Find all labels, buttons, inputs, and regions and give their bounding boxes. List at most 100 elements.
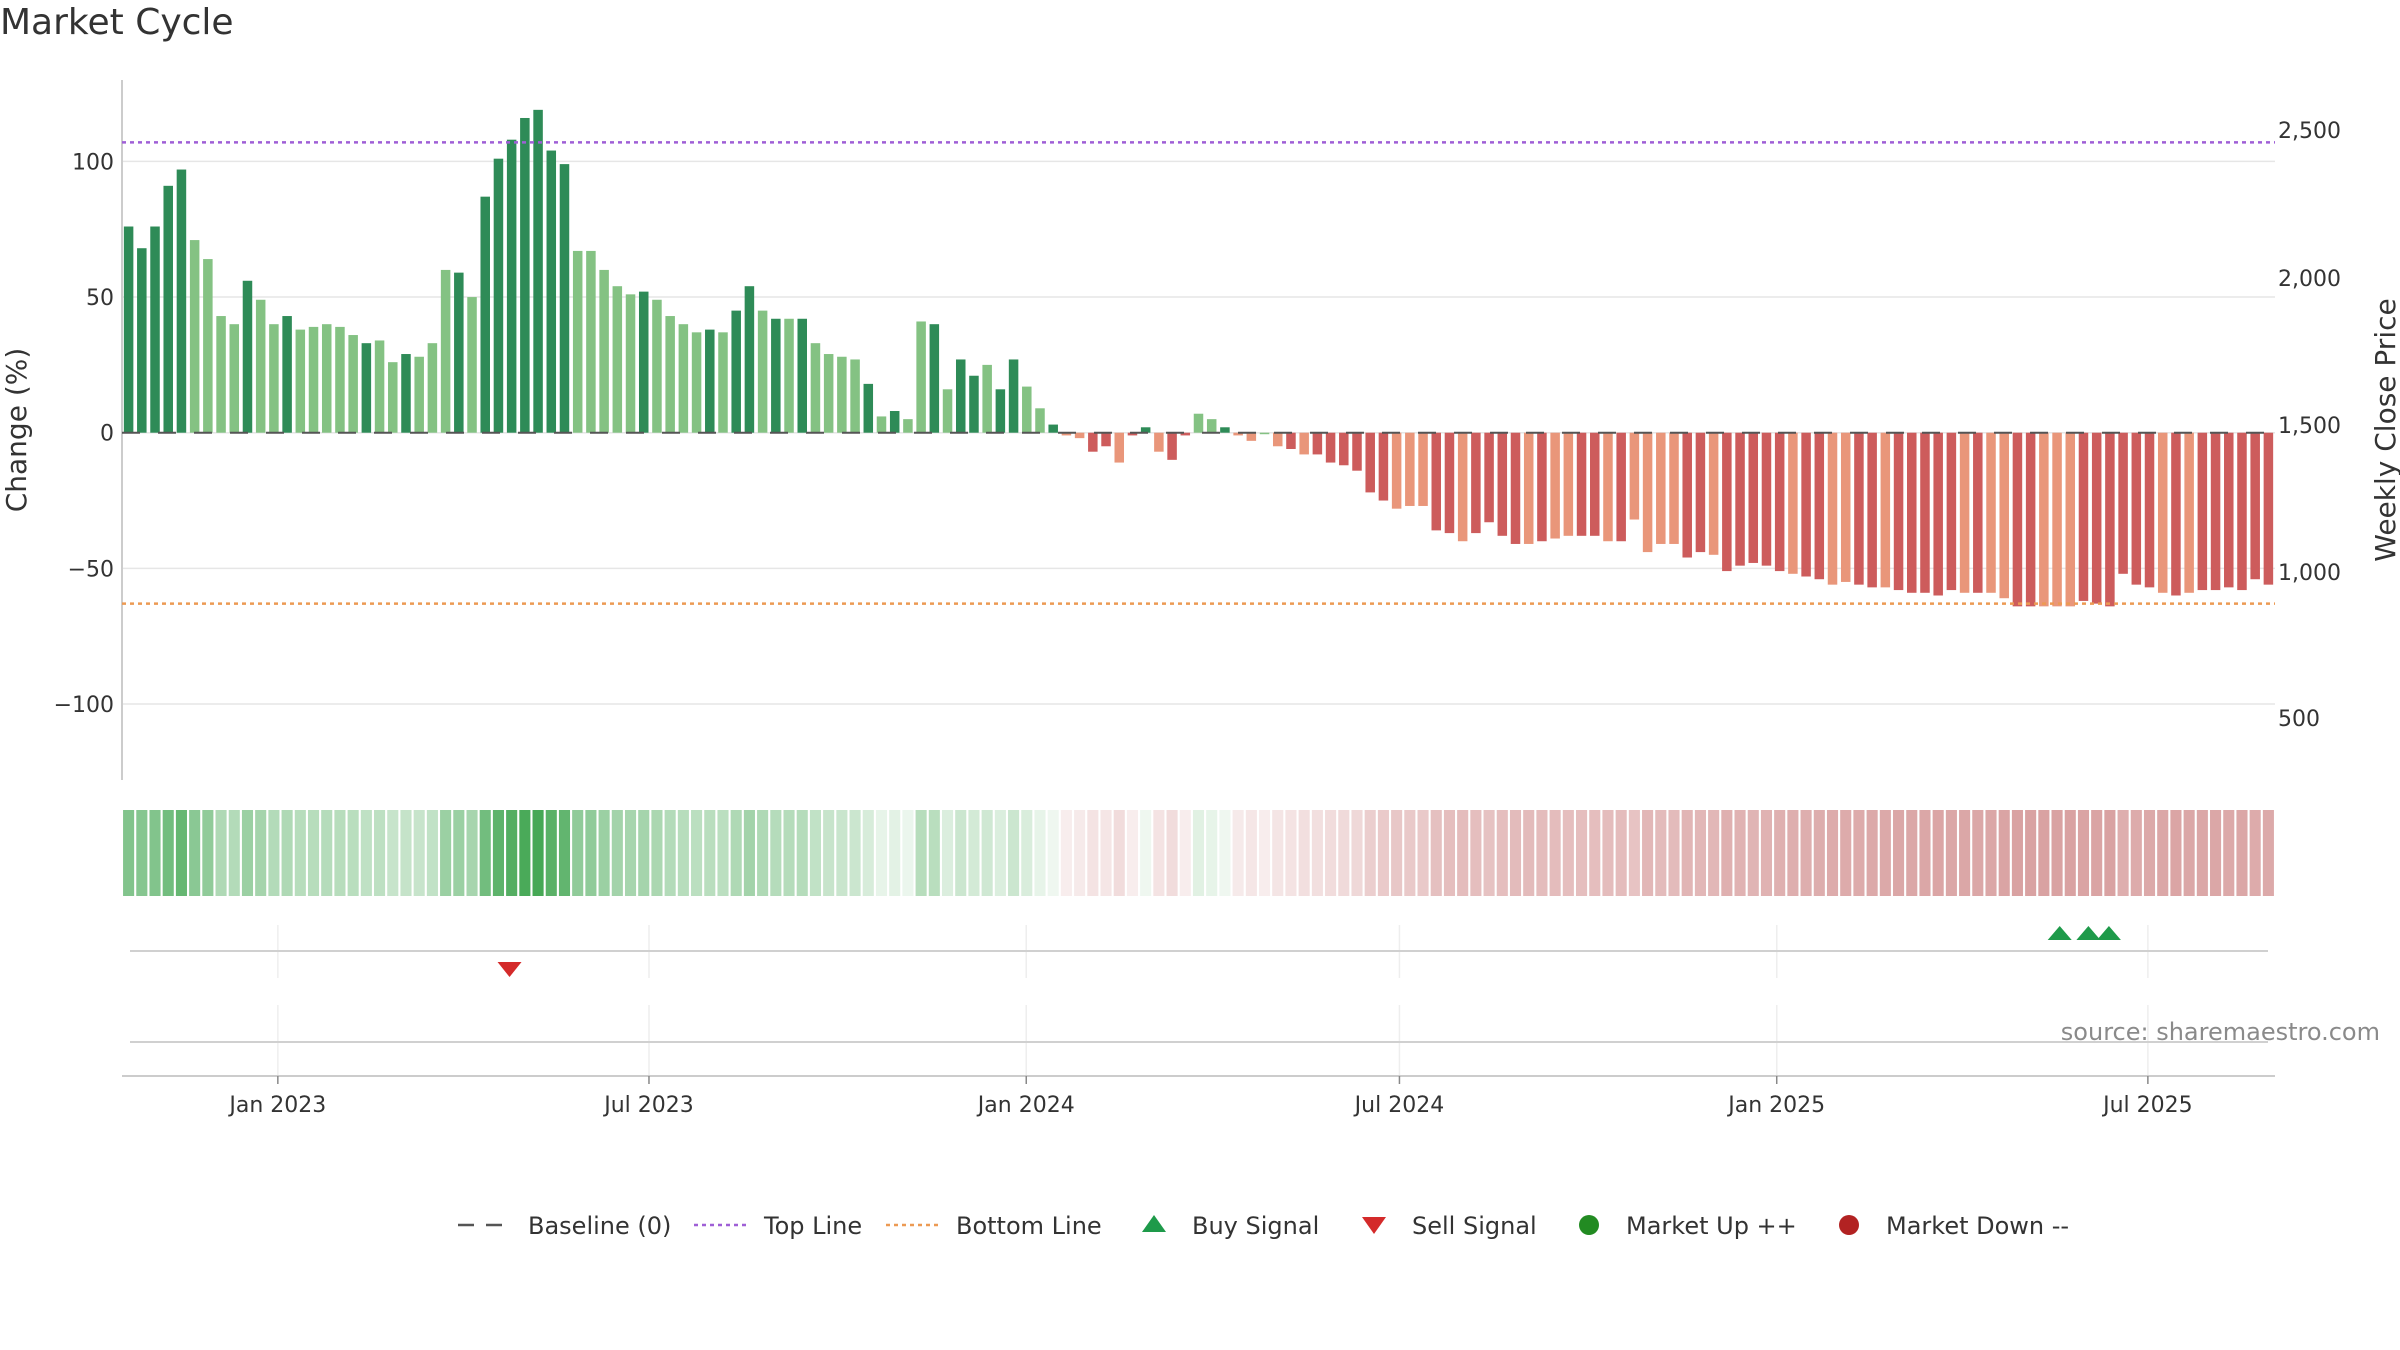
- regime-cell: [770, 810, 782, 896]
- bar: [2078, 432, 2089, 601]
- bar: [1418, 432, 1428, 506]
- bar: [1101, 432, 1111, 447]
- bar: [665, 316, 675, 433]
- regime-cell: [1258, 810, 1271, 896]
- y-right-axis-title: Weekly Close Price: [2369, 298, 2400, 561]
- regime-cell: [1972, 810, 1984, 896]
- bar: [308, 326, 319, 433]
- bar: [1656, 432, 1666, 544]
- y-left-tick-label: 50: [86, 286, 114, 311]
- regime-cell: [955, 810, 967, 896]
- legend-circle-icon: [1579, 1215, 1599, 1235]
- y-right-tick-label: 500: [2278, 707, 2320, 732]
- bar: [1708, 432, 1719, 555]
- regime-cell: [1628, 810, 1640, 896]
- regime-cell: [2236, 810, 2248, 896]
- bar: [2157, 432, 2168, 593]
- regime-cell: [519, 810, 531, 896]
- regime-cell: [1826, 810, 1839, 896]
- legend-buy-icon: [1142, 1215, 1166, 1232]
- regime-cell: [492, 810, 504, 896]
- bar: [1220, 427, 1230, 433]
- regime-cell: [1285, 810, 1297, 896]
- regime-cell: [2183, 810, 2195, 896]
- bar: [1523, 432, 1534, 544]
- bar: [1827, 432, 1838, 585]
- bar: [1510, 432, 1521, 544]
- regime-cell: [677, 810, 689, 896]
- bar: [612, 286, 623, 433]
- regime-cell: [915, 810, 927, 896]
- bar: [1061, 432, 1072, 436]
- bar: [1642, 432, 1653, 553]
- bar: [1722, 432, 1732, 572]
- bar: [163, 185, 173, 433]
- regime-cell: [1602, 810, 1614, 896]
- regime-cell: [1694, 810, 1706, 896]
- bar: [757, 310, 768, 433]
- regime-cell: [532, 810, 544, 896]
- regime-cell: [1747, 810, 1759, 896]
- regime-cell: [2210, 810, 2222, 896]
- bar: [876, 416, 887, 433]
- legend-label: Baseline (0): [528, 1212, 671, 1240]
- regime-cell: [1232, 810, 1244, 896]
- regime-cell: [268, 810, 280, 896]
- bar: [123, 226, 134, 433]
- regime-cell: [1166, 810, 1178, 896]
- bar: [1206, 419, 1217, 433]
- bar: [414, 356, 424, 433]
- regime-cell: [2223, 810, 2235, 896]
- regime-cell: [2130, 810, 2142, 896]
- bar: [1352, 432, 1362, 471]
- bar: [1312, 432, 1323, 455]
- regime-cell: [479, 810, 491, 896]
- bar: [440, 269, 451, 433]
- regime-cell: [875, 810, 888, 896]
- regime-cell: [2077, 810, 2090, 896]
- bar: [1008, 359, 1019, 433]
- bar: [2144, 432, 2155, 588]
- x-tick-label: Jul 2024: [1353, 1093, 1445, 1118]
- bar: [242, 280, 253, 433]
- bar: [625, 294, 636, 433]
- bar: [1193, 413, 1204, 433]
- regime-cell: [360, 810, 372, 896]
- bar: [1999, 432, 2009, 599]
- bar: [335, 326, 345, 433]
- left-y-axis: 100 50 0 −50 −100 Change (%): [0, 150, 114, 718]
- regime-cell: [162, 810, 174, 896]
- regime-cell: [175, 810, 187, 896]
- regime-cell: [2249, 810, 2261, 896]
- regime-cell: [1047, 810, 1059, 896]
- regime-cell: [1245, 810, 1257, 896]
- chart-title: Market Cycle: [0, 2, 234, 43]
- bar: [150, 226, 160, 433]
- regime-cell: [281, 810, 293, 896]
- y-right-tick-label: 2,500: [2278, 119, 2341, 144]
- bar: [1286, 432, 1296, 449]
- bar: [1444, 432, 1455, 534]
- x-axis: Jan 2023 Jul 2023 Jan 2024 Jul 2024 Jan 2025…: [122, 1075, 2275, 1118]
- bar: [2263, 432, 2274, 585]
- bar: [203, 259, 213, 433]
- regime-cell: [968, 810, 980, 896]
- regime-cell: [255, 810, 267, 896]
- y-left-tick-label: 100: [72, 150, 114, 175]
- regime-cell: [1404, 810, 1416, 896]
- bar: [1378, 432, 1389, 501]
- regime-cell: [1351, 810, 1363, 896]
- regime-cell: [1919, 810, 1931, 896]
- buy-signal-marker: [2047, 926, 2072, 940]
- regime-cell: [1668, 810, 1680, 896]
- bar: [810, 343, 821, 433]
- regime-cell: [2262, 810, 2274, 896]
- regime-cell: [2025, 810, 2037, 896]
- regime-cell: [1576, 810, 1588, 896]
- bar: [982, 364, 992, 433]
- regime-cell: [981, 810, 993, 896]
- bar: [744, 286, 755, 433]
- regime-cell: [558, 810, 571, 896]
- bar: [586, 250, 596, 433]
- bar: [929, 324, 940, 433]
